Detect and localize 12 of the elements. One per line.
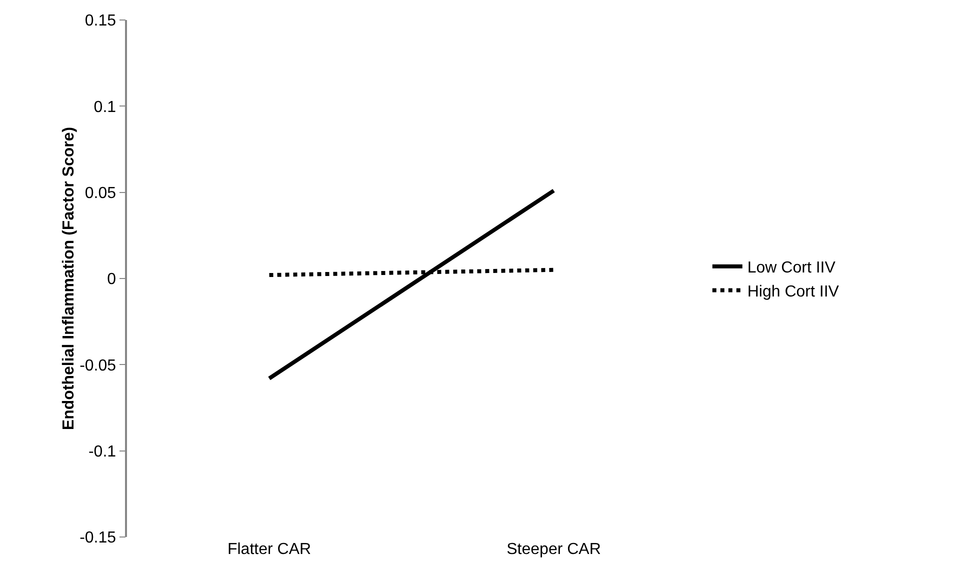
y-tick-label: 0.15	[84, 12, 116, 30]
y-tick-label: -0.15	[80, 530, 116, 547]
y-tick-label: 0	[107, 271, 116, 288]
x-tick-label: Steeper CAR	[506, 541, 601, 558]
legend-label: High Cort IIV	[747, 283, 840, 300]
x-tick-label: Flatter CAR	[227, 541, 312, 558]
y-tick-label: 0.1	[94, 98, 116, 116]
y-tick-label: -0.1	[88, 443, 116, 460]
y-tick-label: 0.05	[84, 184, 116, 202]
legend-label: Low Cort IIV	[747, 260, 836, 277]
y-axis-title: Endothelial Inflammation (Factor Score)	[60, 126, 78, 430]
y-tick-label: -0.05	[80, 357, 116, 374]
